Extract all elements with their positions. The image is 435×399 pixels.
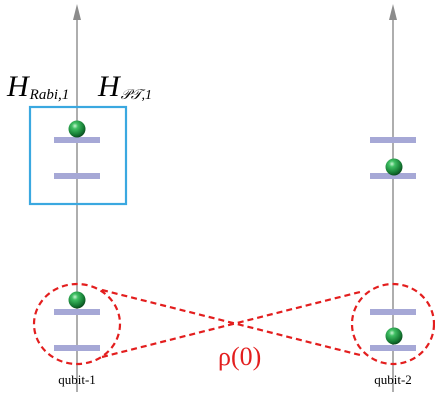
- qubit-1-label: qubit-1: [58, 372, 96, 387]
- qubit-2-levels: [370, 137, 416, 351]
- energy-level: [370, 309, 416, 315]
- energy-level: [370, 173, 416, 179]
- entangle-line: [101, 288, 361, 357]
- energy-level: [54, 173, 100, 179]
- state-ball: [68, 291, 86, 309]
- qubit-1-levels: [54, 137, 100, 351]
- hamiltonian-box: [28, 105, 128, 206]
- h-pt-subscript: 𝒫𝒯,1: [121, 88, 152, 103]
- rho-label: ρ(0): [218, 342, 261, 371]
- energy-level: [54, 309, 100, 315]
- h-pt-main: H: [97, 70, 122, 103]
- energy-level: [370, 137, 416, 143]
- h-rabi-subscript: Rabi,1: [29, 87, 70, 103]
- h-pt-label: H𝒫𝒯,1: [97, 70, 152, 103]
- energy-level: [370, 345, 416, 351]
- qubit-2-label: qubit-2: [374, 372, 412, 387]
- state-ball: [385, 327, 403, 345]
- qubit-2-ellipse: [350, 282, 435, 366]
- state-ball: [385, 158, 403, 176]
- axis-arrow-icon: [389, 4, 397, 20]
- h-rabi-main: H: [6, 70, 31, 103]
- qubit-1-axis: [73, 4, 81, 392]
- entanglement-indicator: [32, 282, 435, 366]
- energy-level: [54, 345, 100, 351]
- state-balls: [68, 120, 403, 345]
- state-ball: [68, 120, 86, 138]
- entangle-line: [101, 290, 361, 359]
- axis-arrow-icon: [73, 4, 81, 20]
- energy-level: [54, 137, 100, 143]
- qubit-1-ellipse: [32, 282, 122, 366]
- h-rabi-label: HRabi,1: [6, 70, 69, 103]
